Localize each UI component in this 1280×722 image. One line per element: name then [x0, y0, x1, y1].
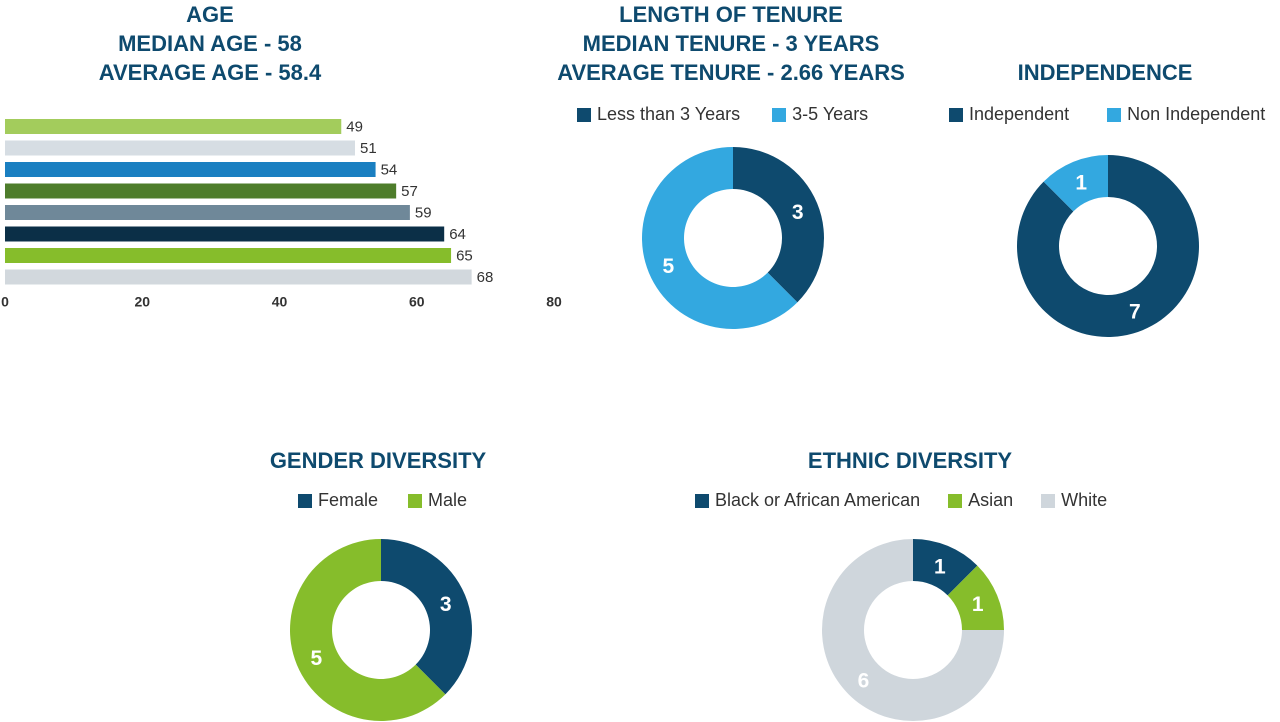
age-median-line: MEDIAN AGE - 58: [118, 31, 302, 56]
ethnic-legend-swatch-1: [948, 493, 963, 508]
independence-legend-swatch-1: [1107, 107, 1122, 122]
tenure-slice-value-1: 5: [662, 255, 674, 278]
age-bar-value-7: 68: [477, 269, 494, 286]
ethnic-slice-value-0: 1: [934, 555, 946, 578]
ethnic-legend: Black or African American Asian White: [695, 490, 1107, 511]
gender-slice-1: [289, 539, 446, 721]
tenure-slice-0: [733, 147, 824, 303]
ethnic-legend-item-2: White: [1041, 490, 1107, 511]
tenure-legend: Less than 3 Years 3-5 Years: [577, 104, 868, 125]
gender-legend-swatch-0: [298, 493, 312, 508]
independence-title: INDEPENDENCE: [955, 58, 1255, 87]
gender-slice-value-1: 5: [310, 647, 322, 670]
age-bar-value-2: 54: [381, 162, 398, 179]
ethnic-slice-1: [947, 565, 1004, 630]
age-axis-tick-1: 20: [134, 294, 150, 310]
tenure-legend-swatch-0: [577, 107, 591, 122]
age-bar-4: [5, 205, 410, 220]
age-title-line: AGE: [186, 2, 234, 27]
independence-donut-chart: 71: [1017, 155, 1199, 337]
ethnic-legend-swatch-0: [695, 493, 709, 508]
age-bar-1: [5, 140, 355, 156]
age-bar-6: [5, 248, 452, 263]
age-bar-7: [5, 269, 472, 285]
independence-slice-1: [1043, 155, 1108, 212]
ethnic-legend-item-0: Black or African American: [695, 490, 920, 511]
gender-title: GENDER DIVERSITY: [228, 446, 528, 475]
age-bar-value-0: 49: [346, 119, 363, 136]
ethnic-legend-swatch-2: [1041, 493, 1056, 508]
independence-legend-item-0: Independent: [949, 104, 1069, 125]
tenure-legend-swatch-1: [772, 107, 787, 122]
independence-legend-item-1: Non Independent: [1107, 104, 1265, 125]
gender-slice-0: [381, 539, 472, 695]
ethnic-legend-label-0: Black or African American: [715, 490, 921, 510]
independence-legend: Independent Non Independent: [949, 104, 1265, 125]
ethnic-title: ETHNIC DIVERSITY: [760, 446, 1060, 475]
gender-legend-label-1: Male: [428, 490, 468, 510]
gender-legend-item-0: Female: [298, 490, 378, 511]
tenure-slice-value-0: 3: [792, 201, 804, 224]
ethnic-legend-label-2: White: [1061, 490, 1108, 510]
independence-legend-label-1: Non Independent: [1127, 104, 1266, 124]
age-axis-tick-3: 60: [409, 294, 425, 310]
age-title: AGE MEDIAN AGE - 58 AVERAGE AGE - 58.4: [60, 0, 360, 87]
tenure-title: LENGTH OF TENURE MEDIAN TENURE - 3 YEARS…: [531, 0, 931, 87]
independence-legend-swatch-0: [949, 107, 963, 122]
age-bar-value-3: 57: [401, 183, 418, 200]
age-axis-tick-4: 80: [546, 294, 562, 310]
ethnic-legend-item-1: Asian: [948, 490, 1013, 511]
age-bar-value-1: 51: [360, 140, 377, 157]
age-bar-value-5: 64: [449, 226, 466, 243]
age-axis-tick-0: 0: [1, 294, 9, 310]
gender-slice-value-0: 3: [440, 593, 452, 616]
age-bar-3: [5, 183, 397, 199]
tenure-donut-chart: 35: [642, 147, 824, 329]
independence-title-line: INDEPENDENCE: [1017, 60, 1193, 85]
gender-legend-swatch-1: [408, 493, 423, 508]
gender-title-line: GENDER DIVERSITY: [269, 448, 487, 473]
ethnic-slice-0: [913, 539, 978, 596]
ethnic-title-line: ETHNIC DIVERSITY: [807, 448, 1013, 473]
ethnic-slice-value-2: 6: [858, 669, 870, 692]
age-bar-5: [5, 226, 445, 242]
independence-slice-value-0: 7: [1129, 301, 1141, 324]
age-bar-value-6: 65: [456, 248, 473, 265]
age-bar-2: [5, 162, 376, 177]
tenure-average-line: AVERAGE TENURE - 2.66 YEARS: [557, 60, 905, 85]
age-bar-value-4: 59: [415, 205, 432, 222]
gender-legend-label-0: Female: [318, 490, 379, 510]
independence-legend-label-0: Independent: [969, 104, 1070, 124]
age-bar-0: [5, 119, 342, 134]
tenure-title-line: LENGTH OF TENURE: [619, 2, 843, 27]
tenure-median-line: MEDIAN TENURE - 3 YEARS: [582, 31, 880, 56]
ethnic-donut-chart: 1 1 6: [822, 539, 1004, 721]
independence-slice-value-1: 1: [1075, 171, 1087, 194]
tenure-slice-1: [642, 147, 798, 329]
ethnic-legend-label-1: Asian: [968, 490, 1014, 510]
tenure-legend-item-1: 3-5 Years: [772, 104, 868, 125]
ethnic-slice-2: [822, 539, 1004, 721]
age-average-line: AVERAGE AGE - 58.4: [98, 60, 322, 85]
age-axis-tick-2: 40: [272, 294, 288, 310]
tenure-legend-label-1: 3-5 Years: [792, 104, 869, 124]
gender-donut-chart: 35: [289, 539, 472, 721]
ethnic-slice-value-1: 1: [972, 593, 984, 616]
tenure-legend-item-0: Less than 3 Years: [577, 104, 740, 125]
tenure-legend-label-0: Less than 3 Years: [597, 104, 741, 124]
gender-legend-item-1: Male: [408, 490, 467, 511]
gender-legend: Female Male: [298, 490, 467, 511]
